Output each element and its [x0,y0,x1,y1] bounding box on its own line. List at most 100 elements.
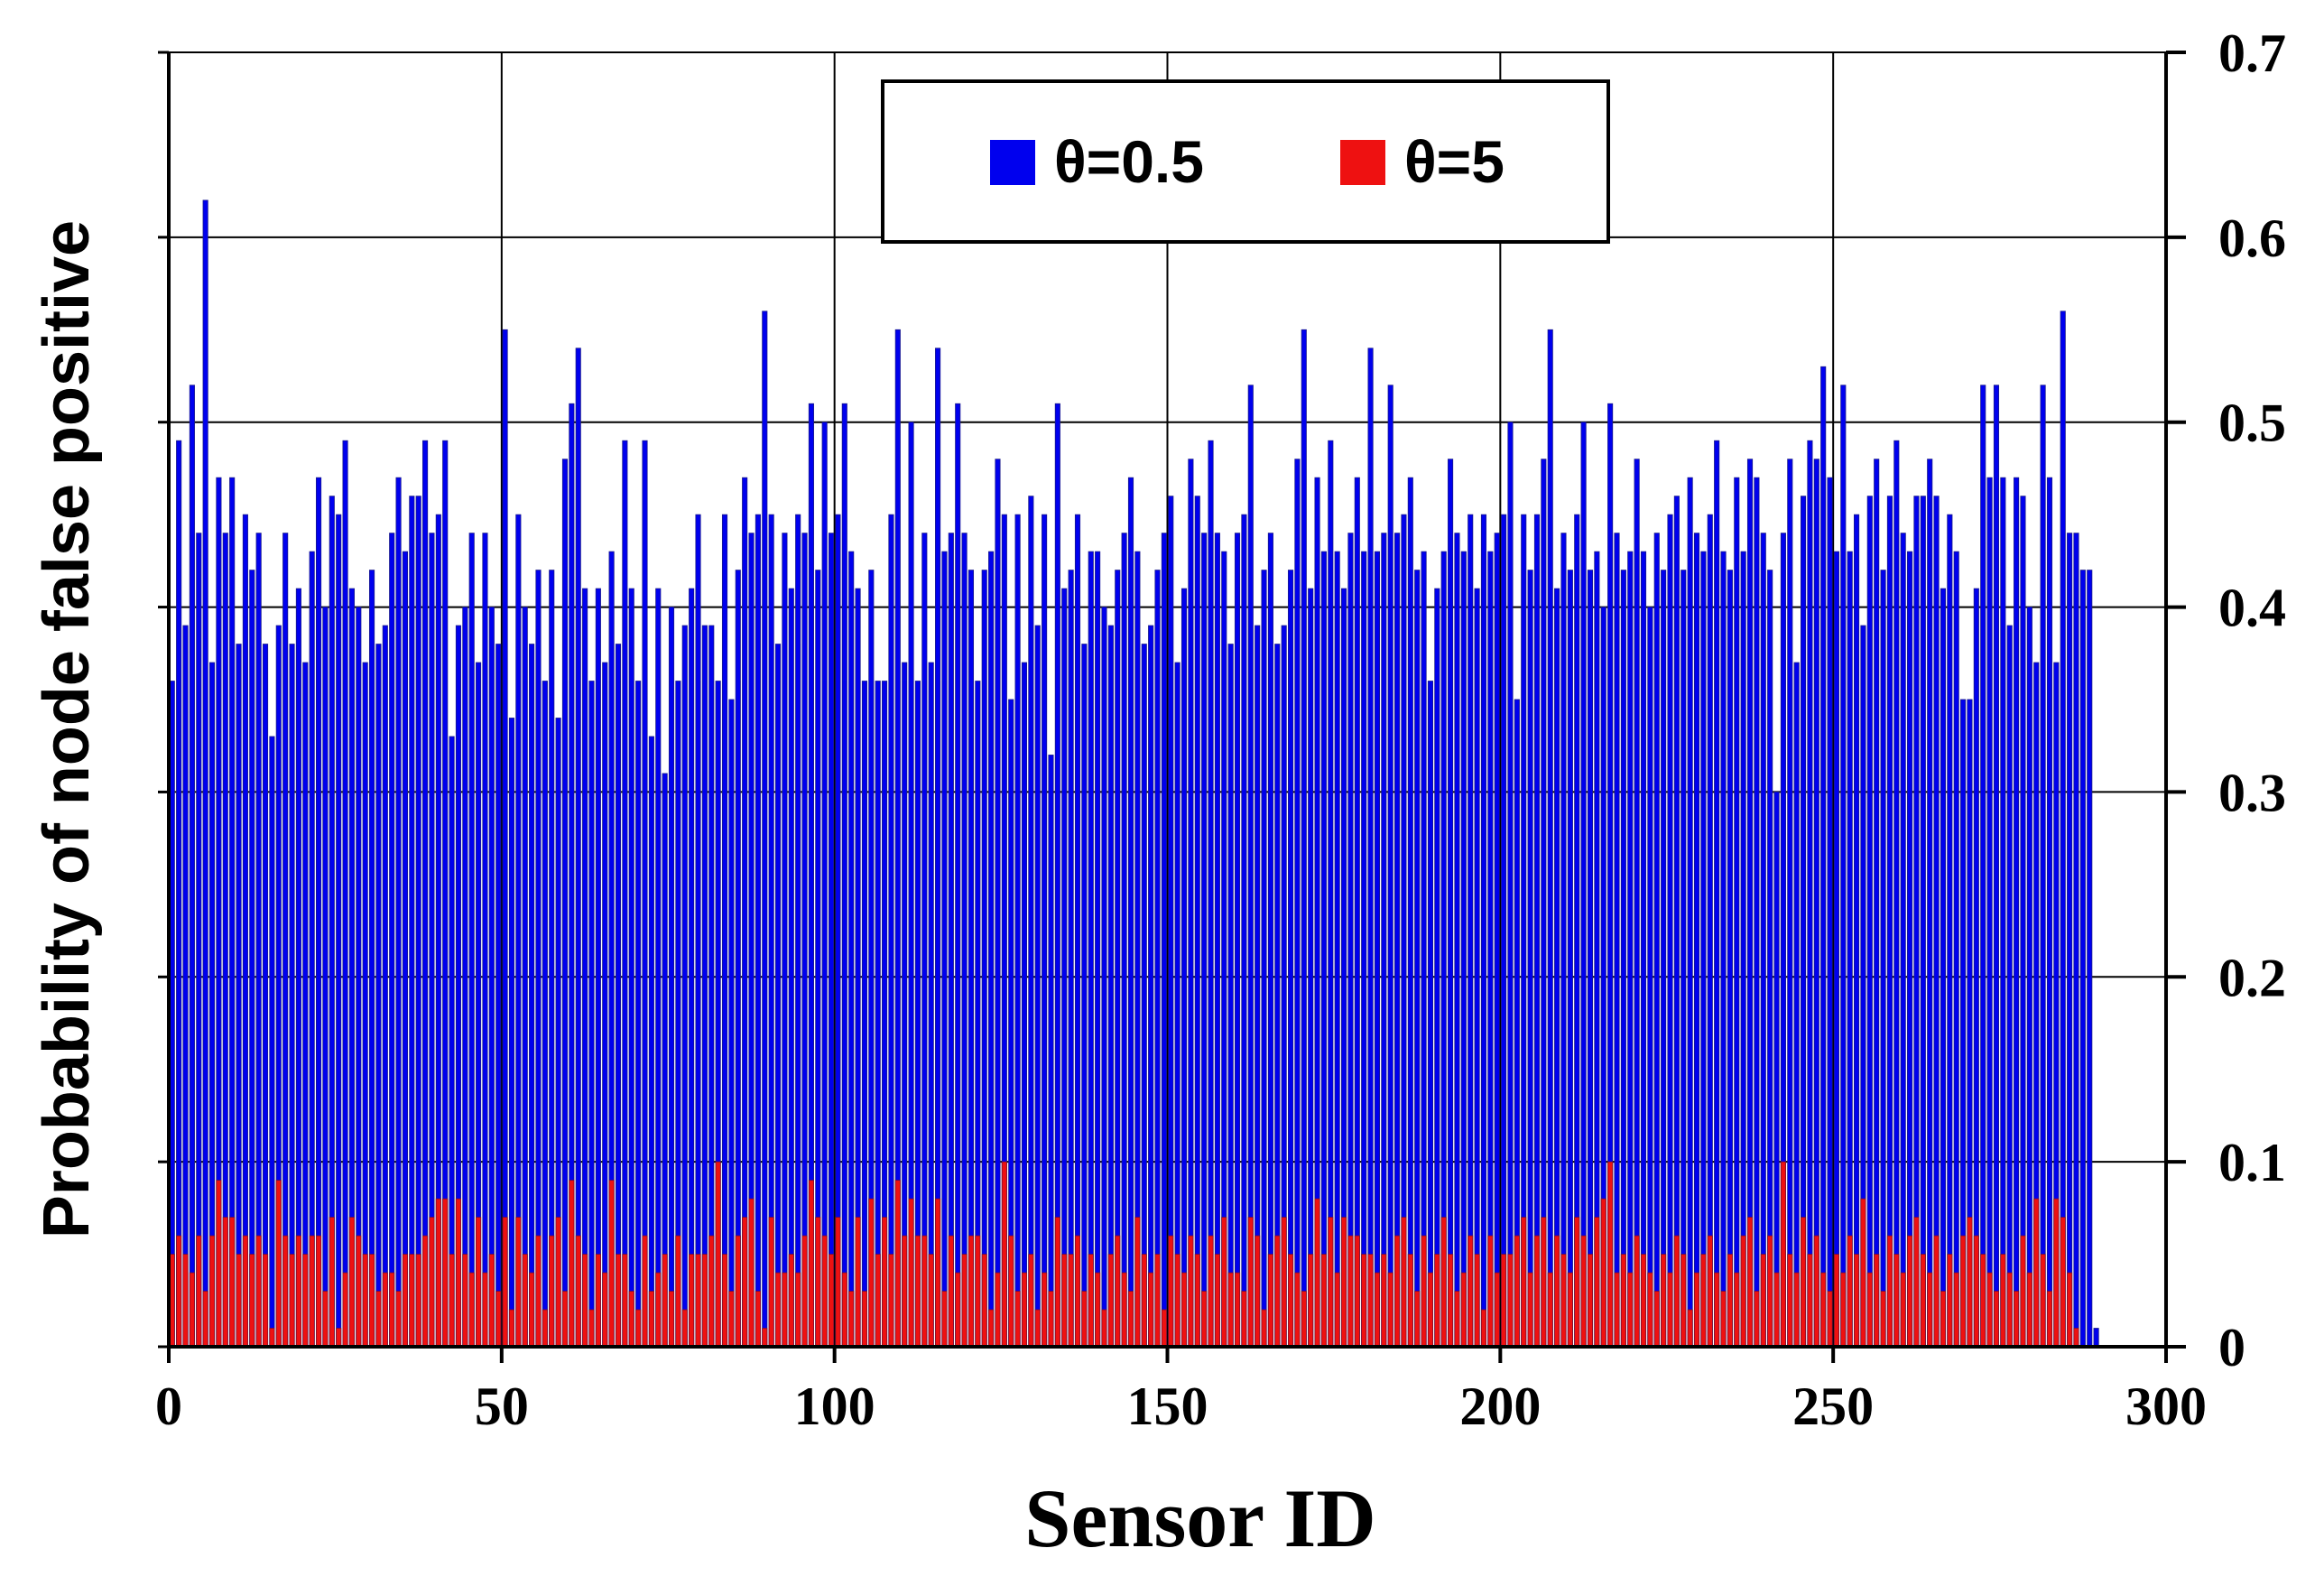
bar-theta-0-5 [1334,551,1340,1348]
bar-theta-5 [269,1328,275,1348]
bar-theta-0-5 [1194,496,1200,1348]
bar-theta-0-5 [1567,570,1573,1348]
bar-theta-0-5 [1068,570,1074,1348]
bar-theta-5 [1201,1291,1208,1348]
bar-theta-5 [868,1198,875,1348]
bar-theta-5 [1813,1235,1819,1348]
bar-theta-5 [735,1235,741,1348]
bar-theta-0-5 [1866,496,1873,1348]
bar-theta-0-5 [542,681,548,1348]
bar-theta-0-5 [409,496,415,1348]
bar-theta-0-5 [422,440,429,1348]
bar-theta-0-5 [1953,551,1959,1348]
bar-theta-0-5 [1267,533,1273,1348]
bar-theta-0-5 [1294,459,1301,1348]
bar-theta-5 [1161,1309,1167,1348]
bar-theta-5 [249,1254,255,1348]
bar-theta-5 [1101,1309,1107,1348]
bar-theta-5 [1681,1254,1687,1348]
bar-theta-0-5 [1720,551,1727,1348]
bar-theta-0-5 [628,588,634,1348]
bar-theta-0-5 [762,311,768,1348]
bar-theta-5 [255,1235,262,1348]
bar-theta-0-5 [309,551,315,1348]
y-tick-label: 0.6 [2218,209,2286,268]
bar-theta-5 [1554,1235,1560,1348]
bar-theta-0-5 [1454,533,1460,1348]
bar-theta-5 [961,1254,968,1348]
bar-theta-0-5 [742,477,748,1348]
bar-theta-5 [282,1235,289,1348]
bar-theta-5 [1141,1254,1147,1348]
bar-theta-5 [1521,1217,1527,1348]
bar-theta-0-5 [1154,570,1161,1348]
bar-theta-5 [935,1198,941,1348]
bar-theta-5 [1014,1291,1021,1348]
bar-theta-5 [1301,1291,1307,1348]
bar-theta-5 [995,1272,1001,1348]
bar-theta-0-5 [2079,570,2086,1348]
bar-theta-0-5 [801,533,808,1348]
bar-theta-0-5 [1308,588,1314,1348]
bar-theta-0-5 [1088,551,1094,1348]
bar-theta-0-5 [941,551,948,1348]
bar-theta-0-5 [535,570,542,1348]
bar-theta-5 [382,1272,388,1348]
bar-theta-5 [455,1198,462,1348]
bar-theta-5 [208,1235,216,1348]
bar-theta-0-5 [1847,551,1853,1348]
bar-theta-0-5 [1993,385,2000,1348]
bar-theta-5 [689,1254,695,1348]
bar-theta-5 [1088,1254,1094,1348]
bar-theta-5 [1381,1254,1387,1348]
bar-theta-0-5 [995,459,1001,1348]
bar-theta-0-5 [382,625,388,1348]
bar-theta-5 [1361,1254,1367,1348]
bar-theta-0-5 [648,736,654,1348]
bar-theta-5 [1227,1272,1234,1348]
bar-theta-5 [1847,1235,1853,1348]
bar-theta-0-5 [295,588,301,1348]
bar-theta-5 [675,1235,681,1348]
bar-theta-5 [1181,1272,1188,1348]
bar-theta-5 [1474,1254,1480,1348]
bar-theta-5 [1866,1272,1873,1348]
bar-theta-5 [921,1235,928,1348]
bar-theta-5 [476,1217,482,1348]
bar-theta-5 [628,1291,634,1348]
legend-label-theta-5: θ=5 [1404,128,1505,195]
bar-theta-5 [409,1254,415,1348]
bar-theta-0-5 [369,570,375,1348]
bar-theta-5 [415,1254,421,1348]
bar-theta-5 [262,1254,269,1348]
bar-theta-0-5 [1061,588,1068,1348]
bar-theta-5 [1827,1291,1833,1348]
bar-theta-5 [435,1198,441,1348]
bar-theta-5 [1560,1254,1567,1348]
legend-swatch-theta-5 [1340,140,1385,185]
bar-theta-5 [1960,1235,1967,1348]
bar-theta-0-5 [1893,440,1900,1348]
y-axis-title: Probability of node false positive [31,220,103,1238]
bar-theta-5 [808,1180,814,1348]
bar-theta-5 [635,1309,642,1348]
bar-theta-0-5 [1560,533,1567,1348]
bar-theta-5 [1494,1272,1500,1348]
bar-theta-5 [1274,1235,1281,1348]
bar-theta-5 [236,1254,242,1348]
legend: θ=0.5 θ=5 [881,79,1610,244]
bar-theta-0-5 [2014,477,2020,1348]
bar-theta-0-5 [249,570,255,1348]
bar-theta-5 [861,1291,867,1348]
bar-theta-0-5 [1287,570,1294,1348]
bar-theta-0-5 [721,514,728,1348]
bar-theta-0-5 [1886,496,1893,1348]
bar-theta-0-5 [782,533,788,1348]
bar-theta-0-5 [302,662,309,1348]
bar-theta-5 [2026,1272,2032,1348]
bar-theta-0-5 [1874,459,1880,1348]
bar-theta-5 [522,1254,528,1348]
bar-theta-5 [1194,1254,1200,1348]
bar-theta-5 [1587,1254,1594,1348]
bar-theta-5 [1886,1235,1893,1348]
